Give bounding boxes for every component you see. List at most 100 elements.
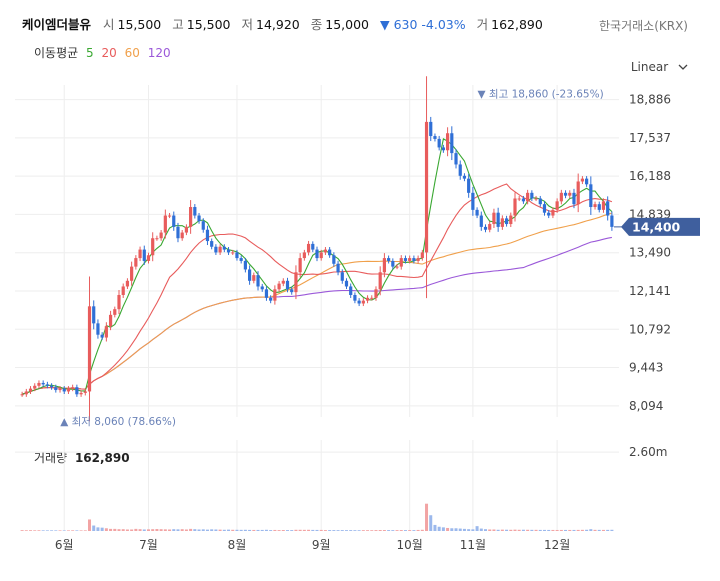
- volume-bar: [260, 529, 264, 531]
- volume-bar: [58, 530, 62, 531]
- candle: [247, 269, 252, 281]
- volume-bar: [37, 530, 41, 531]
- candle: [24, 391, 28, 395]
- volume-bar: [589, 529, 593, 531]
- candle: [277, 283, 281, 290]
- volume-bar: [88, 519, 92, 531]
- volume-bar: [197, 529, 201, 531]
- volume-value: 162,890: [491, 17, 543, 32]
- volume-bar: [403, 530, 407, 531]
- high-label: 고: [172, 17, 184, 32]
- candle: [71, 387, 75, 389]
- volume-bar: [450, 528, 454, 531]
- candle: [252, 275, 256, 281]
- open-label: 시: [103, 17, 115, 32]
- candle: [79, 392, 83, 395]
- volume-bar: [585, 529, 589, 531]
- candle: [509, 215, 513, 225]
- volume-bar: [159, 529, 163, 531]
- volume-bar: [302, 529, 306, 531]
- candle: [130, 266, 134, 281]
- candle: [328, 249, 332, 256]
- low-value: 14,920: [256, 17, 300, 32]
- volume-bar: [227, 529, 231, 531]
- ma-legend-120[interactable]: 120: [147, 46, 171, 60]
- candle: [155, 238, 159, 240]
- volume-panel-header: 거래량 162,890: [34, 449, 130, 466]
- ma-legend-5[interactable]: 5: [86, 46, 94, 60]
- chevron-down-icon[interactable]: [678, 60, 688, 74]
- candle: [121, 286, 125, 295]
- volume-bar: [201, 529, 205, 531]
- volume-bar: [50, 530, 54, 531]
- volume-bar: [382, 530, 386, 531]
- volume-bar: [446, 527, 450, 531]
- ma-legend-60[interactable]: 60: [124, 46, 140, 60]
- candle: [311, 243, 315, 250]
- candle: [585, 178, 589, 185]
- volume-bar: [239, 529, 243, 531]
- candle: [142, 249, 146, 261]
- volume-bar: [542, 529, 546, 531]
- candle: [151, 238, 155, 256]
- candle: [437, 138, 441, 148]
- x-tick-label: 12월: [544, 538, 570, 552]
- close-value: 15,000: [325, 17, 370, 32]
- high-value: 15,500: [186, 17, 231, 32]
- candle: [172, 215, 176, 227]
- volume-bar: [24, 530, 28, 531]
- volume-bar: [243, 529, 247, 531]
- candle: [403, 258, 408, 261]
- volume-bar: [290, 530, 294, 531]
- candle: [555, 201, 559, 210]
- candle: [323, 249, 328, 253]
- volume-bar: [176, 529, 180, 531]
- candle: [378, 272, 382, 290]
- candle: [445, 133, 450, 151]
- price-header: 케이엠더블유 시 15,500 고 15,500 저 14,920 종 15,000 ▼…: [22, 14, 550, 33]
- candle: [424, 121, 429, 253]
- candle: [547, 212, 551, 216]
- y-tick-label: 16,188: [629, 169, 671, 183]
- candle: [92, 306, 96, 324]
- volume-bar: [54, 530, 58, 531]
- candle: [285, 280, 290, 290]
- candle: [214, 246, 218, 253]
- volume-bar: [521, 529, 525, 531]
- candle: [290, 289, 294, 293]
- candle: [601, 201, 606, 210]
- volume-bar: [601, 529, 605, 531]
- candle: [593, 204, 597, 208]
- candle: [117, 294, 121, 310]
- scale-label[interactable]: Linear: [630, 60, 669, 74]
- candle: [269, 297, 273, 301]
- y-tick-label: 9,443: [629, 361, 663, 375]
- volume-bar: [100, 527, 104, 531]
- candle: [20, 394, 24, 396]
- volume-bar: [370, 530, 374, 531]
- candle: [189, 207, 193, 227]
- ma-line-20: [21, 183, 613, 395]
- volume-bar: [222, 529, 226, 531]
- volume-bar: [441, 527, 445, 531]
- candle: [513, 198, 517, 216]
- volume-bar: [33, 530, 37, 531]
- volume-bar: [248, 529, 252, 531]
- volume-bar: [113, 528, 117, 531]
- volume-bar: [412, 530, 416, 531]
- ma-legend-20[interactable]: 20: [101, 46, 117, 60]
- candle: [167, 215, 172, 217]
- y-tick-label: 10,792: [629, 322, 671, 336]
- candle: [273, 289, 277, 301]
- candle: [231, 252, 235, 254]
- y-tick-label: 17,537: [629, 131, 671, 145]
- volume-bar: [307, 529, 311, 531]
- volume-bar: [256, 529, 260, 531]
- candle: [399, 258, 403, 267]
- scale-selector[interactable]: Linear: [631, 60, 688, 74]
- ma-legend-label: 이동평균: [34, 46, 79, 60]
- volume-bar: [357, 530, 361, 531]
- candle: [176, 226, 180, 239]
- candle: [387, 258, 391, 261]
